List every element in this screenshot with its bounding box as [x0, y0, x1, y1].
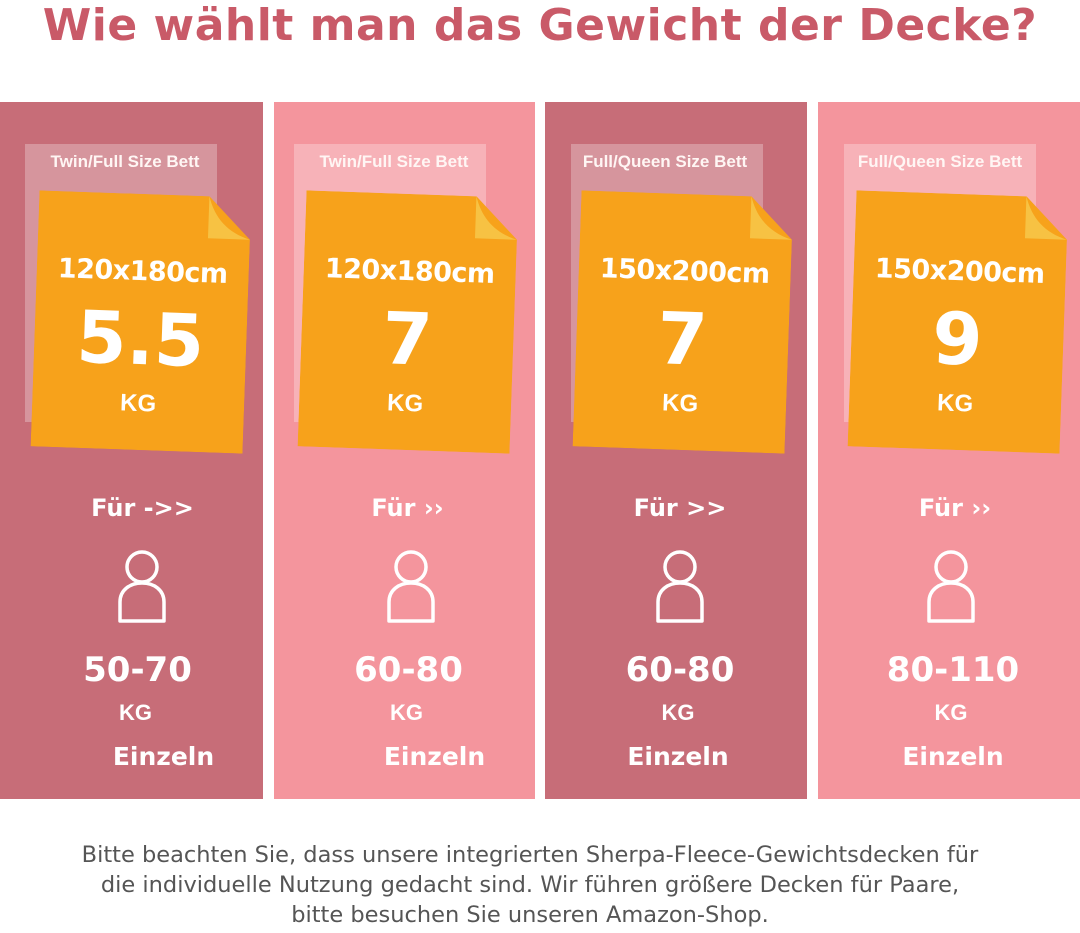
panel-4: Full/Queen Size Bett 150x200cm 9 KG Für …: [818, 102, 1080, 799]
sticky-note-icon: [572, 190, 792, 454]
body-weight-range: 60-80: [354, 650, 463, 690]
blanket-weight: 5.5: [75, 294, 206, 384]
body-weight-unit: KG: [390, 700, 423, 725]
panel-2: Twin/Full Size Bett 120x180cm 7 KG Für ›…: [274, 102, 535, 799]
footer-note: Bitte beachten Sie, dass unsere integrie…: [0, 840, 1060, 930]
person-icon: [927, 550, 975, 623]
usage-label: Einzeln: [627, 742, 729, 771]
body-weight-unit: KG: [661, 700, 695, 725]
panel-1: Twin/Full Size Bett 120x180cm 5.5 KG Für…: [0, 102, 263, 799]
usage-label: Einzeln: [383, 742, 486, 771]
body-weight-range: 80-110: [886, 650, 1020, 690]
person-icon: [656, 550, 704, 623]
footer-line-3: bitte besuchen Sie unseren Amazon-Shop.: [291, 902, 769, 928]
bed-size-label: Twin/Full Size Bett: [319, 152, 469, 171]
for-label: Für ››: [371, 494, 444, 522]
bed-size-label: Full/Queen Size Bett: [582, 152, 748, 171]
sticky-note-icon: [30, 190, 250, 454]
body-weight-unit: KG: [934, 700, 968, 725]
sticky-note-icon: [297, 190, 517, 454]
blanket-card: 150x200cm 9 KG: [847, 190, 1069, 454]
blanket-card: 120x180cm 7 KG: [297, 190, 519, 454]
usage-label: Einzeln: [902, 742, 1004, 771]
person-icon: [386, 550, 435, 623]
blanket-card: 120x180cm 5.5 KG: [30, 190, 252, 454]
usage-label: Einzeln: [112, 742, 215, 771]
page-title: Wie wählt man das Gewicht der Decke?: [42, 0, 1038, 51]
bed-size-label: Twin/Full Size Bett: [50, 152, 200, 171]
for-label: Für >>: [633, 494, 727, 522]
footer-line-1: Bitte beachten Sie, dass unsere integrie…: [81, 842, 979, 868]
for-label: Für ->>: [91, 494, 194, 522]
body-weight-range: 60-80: [625, 650, 735, 690]
bed-size-label: Full/Queen Size Bett: [857, 152, 1023, 171]
blanket-weight: 7: [380, 296, 434, 382]
footer-line-2: die individuelle Nutzung gedacht sind. W…: [100, 872, 960, 898]
for-label: Für ››: [918, 494, 992, 522]
blanket-card: 150x200cm 7 KG: [572, 190, 794, 454]
blanket-weight: 9: [930, 296, 984, 382]
person-icon: [117, 550, 166, 623]
panel-3: Full/Queen Size Bett 150x200cm 7 KG Für …: [545, 102, 807, 799]
sticky-note-icon: [847, 190, 1067, 454]
body-weight-unit: KG: [119, 700, 152, 725]
body-weight-range: 50-70: [83, 650, 192, 690]
blanket-weight: 7: [655, 296, 709, 382]
